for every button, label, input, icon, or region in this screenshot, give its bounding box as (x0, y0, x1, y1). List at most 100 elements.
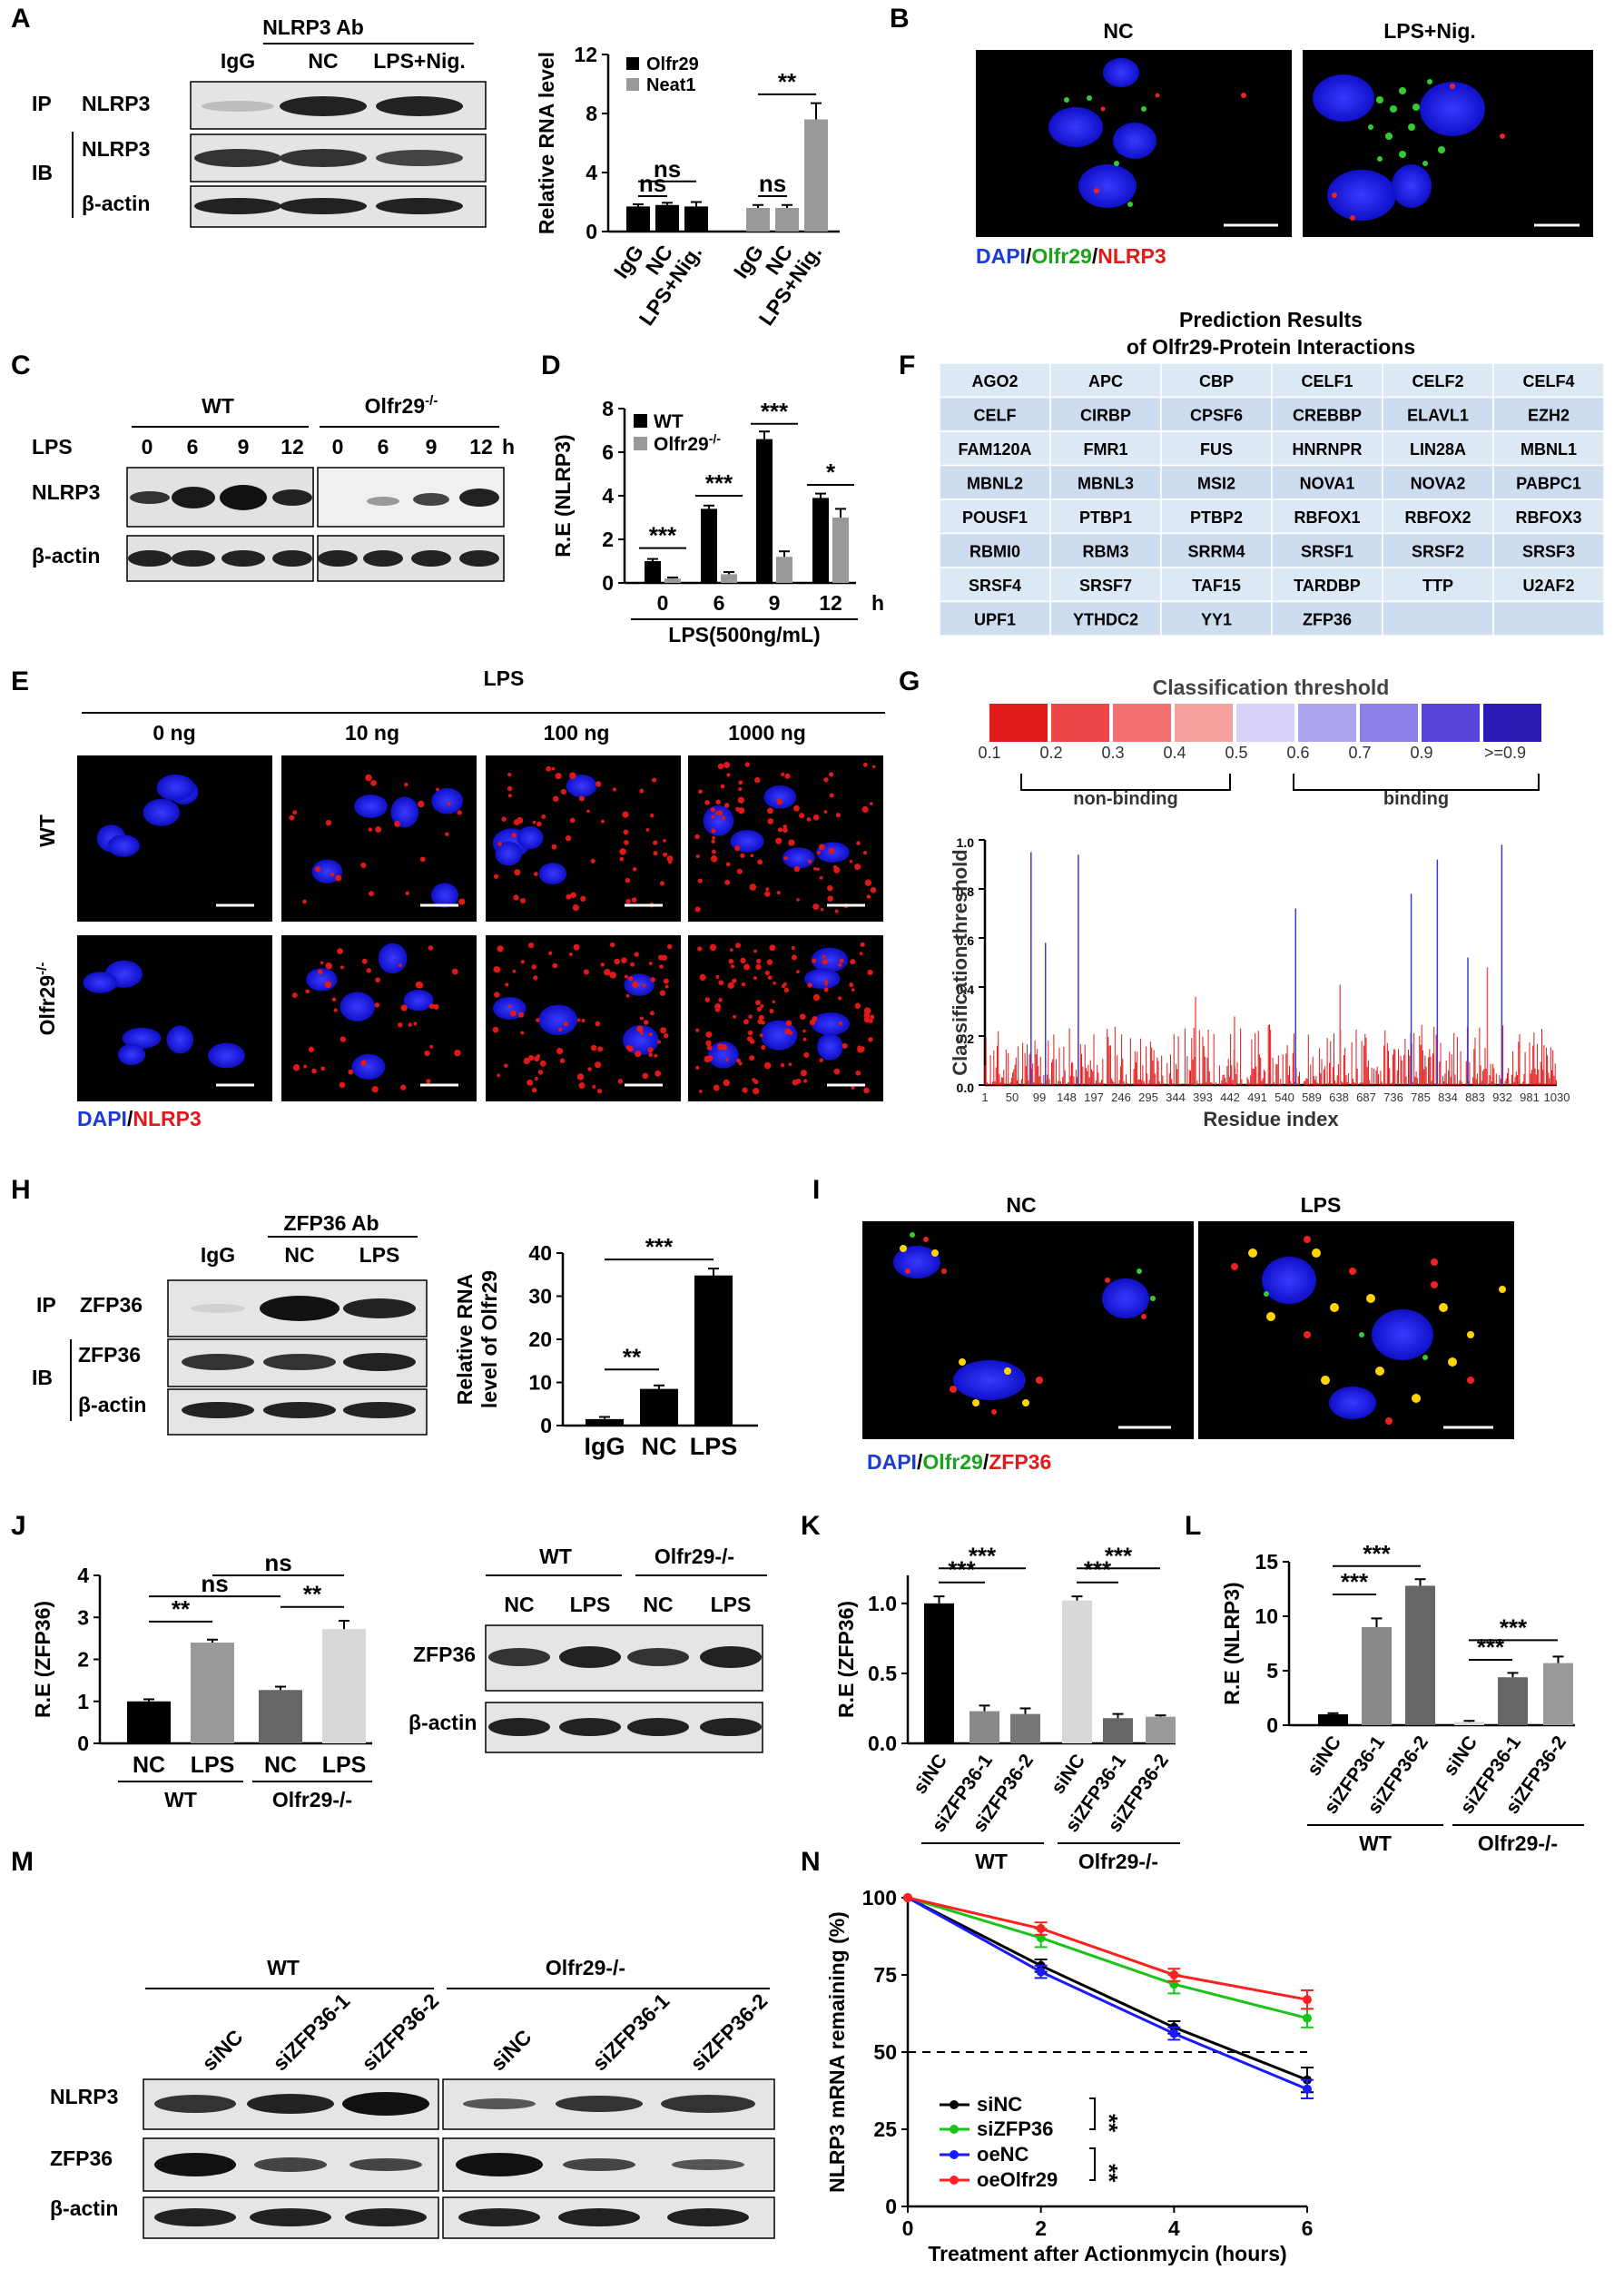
signal-dot (609, 942, 615, 948)
signal-dot (428, 945, 434, 951)
table-cell-text: EZH2 (1528, 407, 1570, 425)
signal-dot (857, 1046, 864, 1053)
signal-dot (555, 773, 562, 780)
signal-dot (374, 1002, 380, 1008)
signal-dot (809, 1019, 816, 1026)
signal-dot (812, 814, 820, 821)
bar-ko (832, 518, 849, 583)
bar (1103, 1718, 1133, 1743)
h-ip: IP (36, 1293, 56, 1317)
signal-dot (408, 1022, 413, 1027)
bar (640, 1388, 678, 1426)
signal-dot (849, 859, 853, 864)
significance-label: ** (1096, 2114, 1123, 2133)
c-time-1: 6 (187, 435, 199, 459)
signal-dot (769, 944, 776, 952)
table-cell-text: FMR1 (1084, 440, 1128, 459)
table-cell-text: CREBBP (1293, 407, 1362, 425)
a-header: NLRP3 Ab (262, 15, 364, 39)
table-cell-text: CELF2 (1412, 372, 1463, 390)
signal-dot (740, 957, 746, 964)
e-images (77, 755, 883, 1101)
signal-dot (320, 961, 324, 965)
image-background (486, 935, 681, 1101)
panel-letter-j: J (11, 1511, 26, 1541)
y-tick-label: 0 (586, 220, 597, 243)
y-axis-label: Relative RNA level (535, 52, 558, 234)
signal-dot (428, 1003, 435, 1010)
signal-dot (793, 865, 801, 873)
signal-dot (609, 972, 616, 979)
signal-dot (862, 762, 868, 767)
legend-marker (950, 2100, 959, 2109)
c-blot (126, 467, 505, 582)
legend-label: oeOlfr29 (977, 2168, 1058, 2191)
x-tick-label: IgG (585, 1433, 625, 1460)
signal-dot (621, 957, 627, 964)
signal-dot (624, 840, 629, 845)
a-ib-target-0: NLRP3 (82, 137, 150, 161)
e-dose-0: 0 ng (153, 721, 195, 745)
table-cell-text: SRRM4 (1187, 543, 1245, 561)
signal-dot (743, 1019, 749, 1025)
signal-dot (291, 992, 298, 999)
signal-dot (507, 785, 513, 792)
signal-dot (492, 1026, 499, 1033)
signal-dot (866, 894, 871, 899)
group-label: WT (975, 1850, 1008, 1873)
table-cell (939, 430, 1051, 467)
signal-dot (368, 827, 373, 832)
signal-dot (325, 819, 332, 826)
y-tick-label: 75 (873, 1963, 897, 1987)
signal-dot (782, 824, 788, 829)
table-cell-text: SRSF7 (1079, 577, 1132, 595)
series-line-siNC (907, 1896, 1308, 2081)
signal-dot (870, 1014, 875, 1020)
j-blot-target-0: ZFP36 (413, 1643, 476, 1666)
signal-dot (627, 975, 634, 982)
x-tick-label: 1030 (1544, 1091, 1570, 1104)
a-blot (190, 81, 487, 228)
scale-swatch (1483, 704, 1541, 742)
signal-dot (785, 1020, 792, 1027)
signal-dot (769, 1008, 774, 1014)
e-image-ko-0 (77, 935, 272, 1101)
signal-dot (639, 788, 645, 794)
signal-dot (317, 969, 323, 975)
bar (1146, 1716, 1176, 1743)
bar-ko (776, 557, 792, 583)
table-cell-text: NOVA1 (1300, 475, 1355, 493)
y-tick-label: 10 (528, 1371, 552, 1395)
significance-label: ns (201, 1570, 228, 1597)
scale-swatch (989, 704, 1048, 742)
significance-label: *** (645, 1233, 674, 1260)
x-tick-label: 9 (769, 591, 781, 615)
signal-dot (504, 1063, 508, 1068)
g-binding: binding (1383, 789, 1449, 809)
signal-dot (698, 789, 703, 794)
table-cell (1160, 430, 1273, 467)
nucleus (566, 775, 597, 797)
panel-letter-n: N (801, 1847, 821, 1877)
table-cell-text: U2AF2 (1522, 577, 1574, 595)
signal-dot (619, 856, 625, 862)
signal-dot (419, 856, 426, 863)
signal-dot (370, 780, 377, 786)
signal-dot (734, 845, 741, 852)
a-lane-2: LPS+Nig. (373, 49, 466, 73)
signal-dot (648, 1052, 653, 1058)
signal-dot (614, 958, 620, 965)
signal-dot (570, 892, 576, 899)
signal-dot (360, 1060, 367, 1066)
signal-dot (398, 1022, 403, 1028)
panel-letter-h: H (11, 1175, 31, 1205)
signal-dot (796, 898, 801, 902)
signal-dot (723, 762, 731, 768)
legend-label: siNC (977, 2093, 1022, 2116)
scale-swatch (1360, 704, 1418, 742)
signal-dot (634, 952, 639, 957)
signal-dot (559, 1058, 566, 1063)
c-time-2: 9 (238, 435, 250, 459)
signal-dot (864, 879, 872, 886)
nucleus (811, 1012, 851, 1036)
